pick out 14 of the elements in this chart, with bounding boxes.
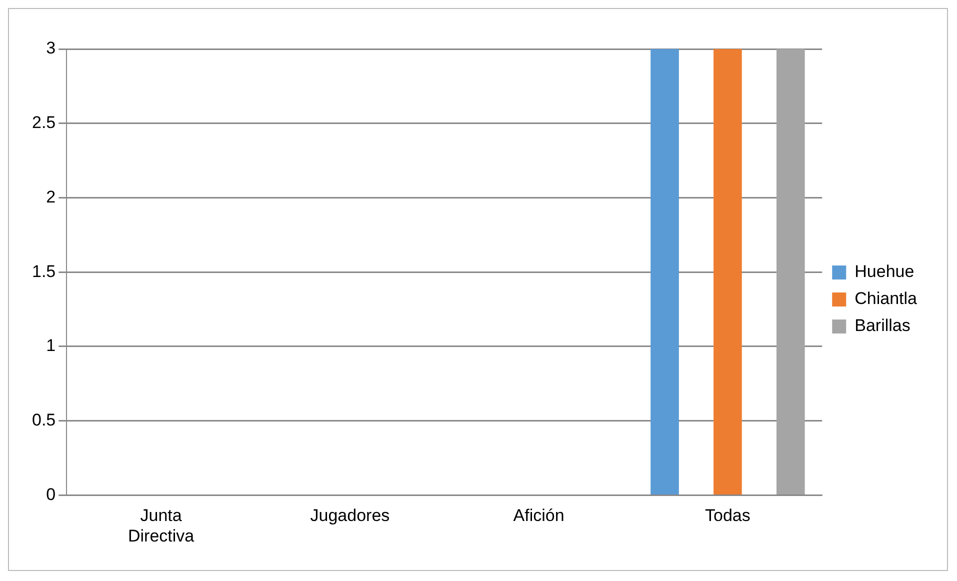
- x-tick-label: Todas: [705, 506, 750, 526]
- x-tick-label: Junta Directiva: [128, 506, 195, 546]
- y-tick-label: 2: [46, 187, 56, 206]
- legend-label: Chiantla: [854, 289, 918, 308]
- x-tick-label: Afición: [513, 506, 564, 526]
- legend-label: Barillas: [854, 316, 910, 336]
- y-tick-label: 0: [46, 484, 56, 504]
- y-tick-label: 3: [46, 38, 56, 58]
- legend-label: Huehue: [854, 262, 914, 282]
- y-tick-label: 0.5: [32, 410, 56, 430]
- y-tick-label: 1: [46, 336, 56, 356]
- x-tick-label: Jugadores: [310, 506, 390, 526]
- y-tick-label: 1.5: [32, 262, 56, 281]
- y-tick-label: 2.5: [32, 113, 56, 132]
